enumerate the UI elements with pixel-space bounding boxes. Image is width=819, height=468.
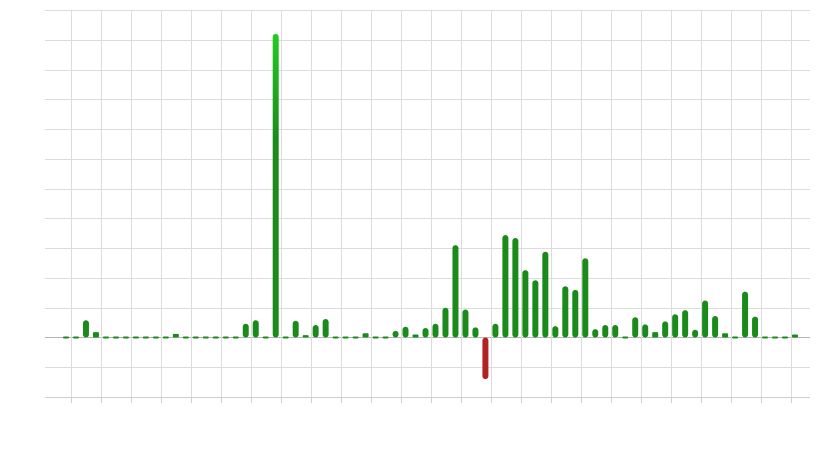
bar bbox=[432, 323, 439, 338]
bar bbox=[252, 320, 259, 338]
bar bbox=[152, 336, 159, 339]
bar bbox=[342, 336, 349, 339]
bar bbox=[792, 334, 798, 338]
bar bbox=[502, 235, 509, 338]
bar bbox=[612, 324, 619, 338]
bar bbox=[182, 336, 189, 339]
bar bbox=[192, 336, 199, 339]
bar bbox=[92, 332, 99, 338]
bar bbox=[392, 330, 399, 338]
bar bbox=[672, 314, 679, 338]
bar bbox=[652, 332, 659, 338]
bar bbox=[452, 245, 459, 338]
bar bbox=[262, 336, 269, 339]
bar bbox=[442, 307, 449, 338]
bar bbox=[492, 323, 499, 338]
bar bbox=[302, 335, 309, 338]
bar bbox=[592, 329, 599, 338]
bar bbox=[532, 280, 539, 338]
bar bbox=[752, 316, 759, 338]
bar bbox=[212, 336, 219, 339]
bar bbox=[112, 336, 119, 339]
bar bbox=[352, 336, 359, 339]
bar bbox=[63, 336, 69, 339]
bar bbox=[382, 336, 389, 339]
bar bbox=[292, 320, 299, 338]
bar bbox=[582, 258, 589, 338]
bar bbox=[122, 336, 129, 339]
bar bbox=[102, 336, 109, 339]
bar bbox=[732, 336, 739, 339]
bar bbox=[642, 324, 649, 338]
bar bbox=[142, 336, 149, 339]
bar bbox=[222, 336, 229, 339]
bar bbox=[132, 336, 139, 339]
bar-negative bbox=[482, 337, 489, 380]
bar bbox=[622, 336, 629, 339]
bar bbox=[472, 327, 479, 338]
bar bbox=[552, 326, 559, 338]
bar bbox=[422, 327, 429, 338]
bar bbox=[682, 310, 689, 338]
bar bbox=[162, 336, 169, 339]
bar bbox=[242, 323, 249, 338]
bar bbox=[782, 336, 789, 339]
bar bbox=[602, 324, 609, 338]
bar bbox=[202, 336, 209, 339]
bar bbox=[372, 336, 379, 339]
bar bbox=[572, 289, 579, 338]
bar bbox=[662, 321, 669, 338]
bar bbox=[692, 329, 699, 338]
bar bbox=[172, 333, 179, 338]
bar bbox=[522, 270, 529, 338]
bar bbox=[762, 336, 769, 339]
bar bbox=[72, 336, 79, 339]
bar bbox=[632, 317, 639, 338]
bar bbox=[322, 319, 329, 338]
bar bbox=[402, 326, 409, 338]
bar-series bbox=[63, 33, 798, 380]
bar bbox=[712, 316, 719, 338]
bar bbox=[312, 324, 319, 338]
bar bbox=[562, 286, 569, 338]
bar bbox=[772, 336, 779, 339]
bar bbox=[542, 251, 549, 338]
bar bbox=[82, 320, 89, 338]
bar bbox=[462, 309, 469, 338]
bar bbox=[282, 336, 289, 339]
bar bbox=[332, 336, 339, 339]
bar bbox=[512, 238, 519, 338]
bar bbox=[362, 333, 369, 338]
bar bbox=[742, 291, 749, 338]
grid bbox=[45, 10, 810, 403]
bar bbox=[272, 33, 279, 338]
bar bbox=[412, 334, 419, 338]
bar bbox=[722, 333, 729, 338]
bar bbox=[232, 336, 239, 339]
bar bbox=[702, 300, 709, 338]
